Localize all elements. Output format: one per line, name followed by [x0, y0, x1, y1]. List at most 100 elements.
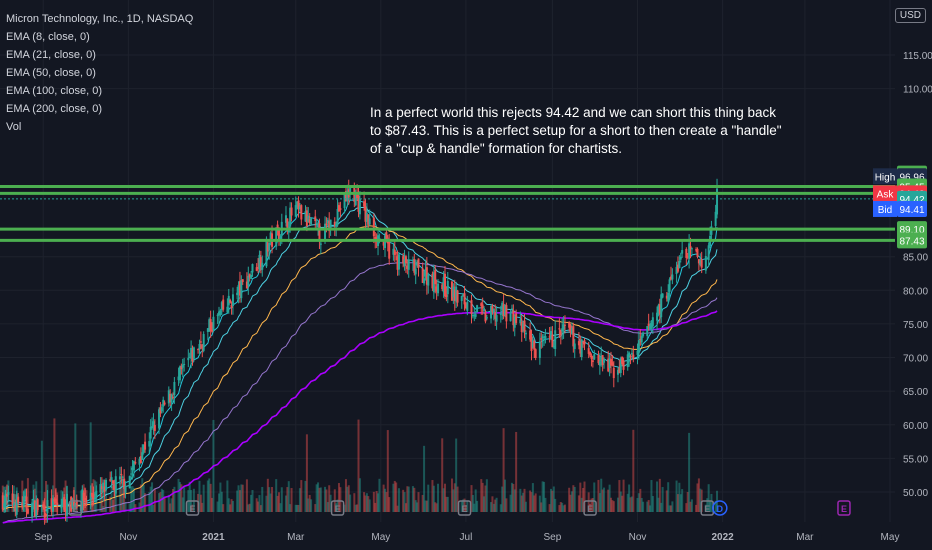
- volume-bar: [612, 501, 615, 512]
- volume-bar: [206, 480, 209, 512]
- volume-bar: [417, 492, 420, 512]
- volume-bar: [616, 497, 619, 512]
- candle-body: [607, 358, 610, 372]
- volume-bar: [529, 490, 532, 512]
- volume-bar: [710, 493, 713, 512]
- candle-body: [257, 266, 260, 268]
- volume-bar: [524, 501, 527, 512]
- candle-body: [551, 334, 554, 348]
- candle-body: [328, 220, 331, 232]
- candle-body: [142, 444, 145, 453]
- price-tag-prefix-bg: [873, 200, 897, 217]
- volume-bar: [304, 480, 307, 512]
- price-tick-label: 50.00: [903, 488, 928, 499]
- price-tag-value: 87.43: [899, 236, 924, 247]
- volume-bar: [427, 484, 430, 512]
- volume-bar: [646, 501, 649, 512]
- volume-bar: [515, 431, 518, 512]
- candle-body: [530, 336, 533, 352]
- volume-bar: [494, 499, 497, 512]
- volume-bar: [640, 497, 643, 512]
- volume-bar: [530, 492, 533, 512]
- price-tag: 87.43: [897, 232, 927, 249]
- candle-body: [610, 359, 613, 366]
- volume-bar: [573, 486, 576, 512]
- candle-body: [198, 344, 201, 350]
- symbol-title[interactable]: Micron Technology, Inc., 1D, NASDAQ: [6, 13, 194, 25]
- candle-body: [231, 294, 234, 307]
- indicator-volume[interactable]: Vol: [6, 121, 22, 133]
- candle-body: [82, 492, 85, 501]
- candle-body: [501, 302, 504, 311]
- marker-shape: [68, 500, 83, 516]
- marker-label: E: [72, 504, 78, 514]
- currency-button[interactable]: USD: [894, 8, 926, 23]
- volume-bar: [570, 491, 573, 512]
- candle-body: [450, 281, 453, 301]
- candle-body: [699, 260, 702, 265]
- time-tick-label: Mar: [287, 532, 305, 543]
- candle-body: [72, 499, 75, 507]
- price-tick-label: 110.00: [903, 85, 932, 96]
- volume-bar: [402, 489, 405, 512]
- volume-bar: [678, 482, 681, 512]
- candle-body: [626, 354, 629, 368]
- candle-body: [276, 224, 279, 228]
- text-annotation[interactable]: In a perfect world this rejects 94.42 an…: [370, 105, 782, 156]
- candle-body: [667, 292, 670, 302]
- volume-bar: [474, 489, 477, 512]
- time-tick-label: May: [371, 532, 390, 543]
- candle-body: [308, 218, 311, 224]
- candle-body: [397, 254, 400, 270]
- candle-body: [622, 360, 625, 370]
- candle-body: [56, 502, 59, 506]
- candle-body: [26, 509, 29, 514]
- indicator-ema-21[interactable]: EMA (21, close, 0): [6, 49, 96, 61]
- candle-body: [81, 489, 84, 510]
- candle-body: [54, 498, 57, 504]
- candle-body: [335, 223, 338, 227]
- volume-bar: [636, 498, 639, 512]
- candle-body: [230, 305, 233, 309]
- candle-body: [277, 227, 280, 241]
- candle-body: [75, 499, 78, 508]
- time-tick-label: Sep: [34, 532, 52, 543]
- candle-body: [548, 336, 551, 338]
- candle-body: [151, 426, 154, 429]
- candle-body: [481, 304, 484, 309]
- candle-body: [407, 259, 410, 270]
- candle-body: [307, 215, 310, 223]
- indicator-ema-200[interactable]: EMA (200, close, 0): [6, 103, 102, 115]
- volume-bar: [621, 495, 624, 512]
- price-tick-label: 80.00: [903, 286, 928, 297]
- price-axis-bg: [895, 0, 932, 550]
- volume-bar: [484, 485, 487, 512]
- indicator-ema-50[interactable]: EMA (50, close, 0): [6, 67, 96, 79]
- candle-body: [435, 286, 438, 292]
- marker-shape: [330, 500, 345, 516]
- volume-bar: [382, 484, 385, 512]
- volume-bar: [89, 422, 92, 512]
- candle-body: [52, 498, 55, 512]
- candle-body: [558, 328, 561, 330]
- volume-bar: [110, 486, 113, 512]
- volume-bar: [372, 491, 375, 512]
- price-tag-value: 96.96: [899, 172, 924, 183]
- candle-body: [212, 316, 215, 331]
- volume-bar: [538, 495, 541, 512]
- candle-body: [421, 268, 424, 283]
- candle-body: [163, 402, 166, 405]
- candle-body: [611, 362, 614, 366]
- candle-body: [344, 191, 347, 202]
- volume-bar: [202, 484, 205, 512]
- volume-bar: [251, 489, 254, 512]
- indicator-ema-100[interactable]: EMA (100, close, 0): [6, 85, 102, 97]
- candle-body: [676, 264, 679, 272]
- candle-body: [608, 358, 611, 368]
- volume-bar: [660, 502, 663, 512]
- candle-body: [480, 303, 483, 307]
- volume-bar: [209, 483, 212, 512]
- indicator-ema-8[interactable]: EMA (8, close, 0): [6, 31, 90, 43]
- candle-body: [543, 338, 546, 340]
